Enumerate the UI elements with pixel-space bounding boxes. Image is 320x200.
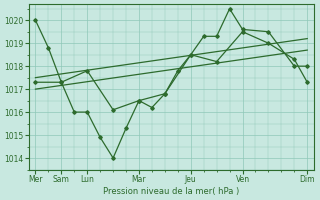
X-axis label: Pression niveau de la mer( hPa ): Pression niveau de la mer( hPa ) (103, 187, 239, 196)
